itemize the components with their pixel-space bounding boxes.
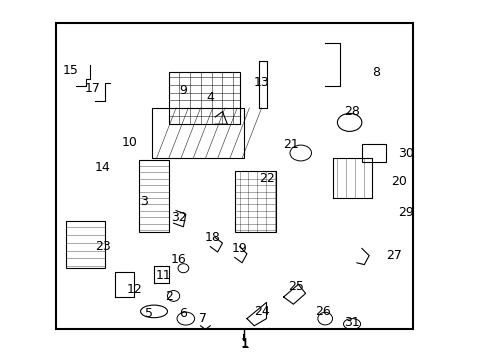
Text: 24: 24	[253, 305, 269, 318]
Text: 23: 23	[95, 240, 110, 253]
Text: 31: 31	[344, 316, 359, 329]
Text: 12: 12	[126, 283, 142, 296]
Text: 14: 14	[95, 161, 110, 174]
Text: 22: 22	[258, 172, 274, 185]
Text: 1: 1	[240, 337, 248, 350]
Text: 2: 2	[164, 291, 172, 303]
Text: 9: 9	[179, 84, 187, 96]
Text: 26: 26	[314, 305, 330, 318]
Text: 19: 19	[231, 242, 247, 255]
Text: 18: 18	[204, 231, 220, 244]
Text: 7: 7	[199, 312, 206, 325]
Text: 16: 16	[170, 253, 186, 266]
Text: 6: 6	[179, 307, 187, 320]
Text: 3: 3	[140, 195, 148, 208]
Text: 27: 27	[386, 249, 401, 262]
Text: 30: 30	[398, 147, 413, 159]
Text: 15: 15	[63, 64, 79, 77]
Text: 28: 28	[344, 105, 359, 118]
Text: 13: 13	[253, 76, 269, 89]
Text: 1: 1	[240, 337, 248, 351]
Text: 17: 17	[85, 82, 101, 95]
Bar	[56, 23, 412, 329]
Text: 11: 11	[156, 269, 171, 282]
Text: 29: 29	[398, 206, 413, 219]
Text: 10: 10	[122, 136, 137, 149]
Text: 21: 21	[283, 138, 298, 150]
Text: 5: 5	[145, 307, 153, 320]
Text: 32: 32	[170, 211, 186, 224]
Text: 4: 4	[206, 91, 214, 104]
Text: 8: 8	[371, 66, 379, 78]
Text: 25: 25	[287, 280, 303, 293]
Text: 20: 20	[390, 175, 406, 188]
